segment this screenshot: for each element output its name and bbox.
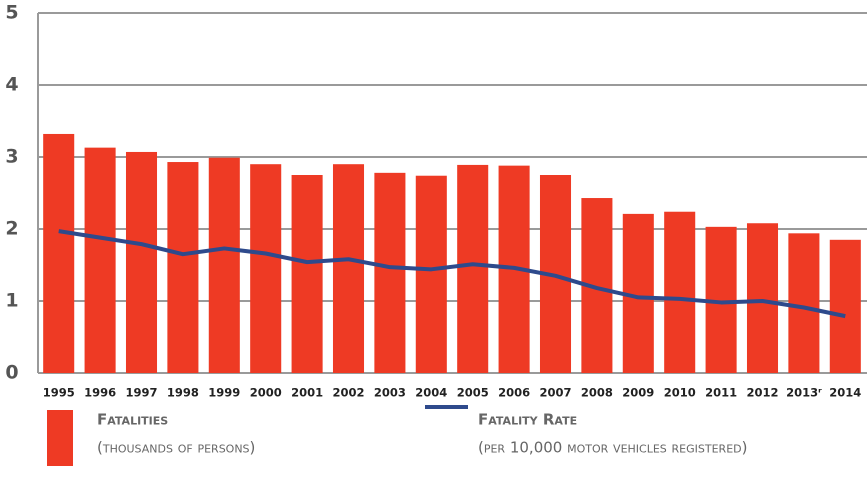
bar bbox=[829, 239, 861, 373]
x-tick-label: 2014 bbox=[829, 386, 861, 400]
y-tick-label: 0 bbox=[5, 362, 18, 384]
y-tick-label: 2 bbox=[5, 218, 18, 240]
x-tick-label: 2006 bbox=[498, 386, 530, 400]
bar bbox=[457, 164, 489, 373]
bar bbox=[746, 223, 779, 373]
bar bbox=[291, 175, 323, 373]
legend-subtitle: (thousands of persons) bbox=[97, 439, 255, 457]
x-tick-label: 2011 bbox=[705, 386, 737, 400]
legend-subtitle: (per 10,000 motor vehicles registered) bbox=[478, 439, 747, 457]
x-tick-label: 2009 bbox=[622, 386, 654, 400]
bar bbox=[415, 175, 447, 373]
x-tick-label: 2002 bbox=[332, 386, 364, 400]
bar bbox=[125, 151, 158, 373]
x-tick-label: 2003 bbox=[374, 386, 406, 400]
bar bbox=[374, 172, 406, 373]
x-tick-label: 2008 bbox=[581, 386, 613, 400]
x-tick-label: 1997 bbox=[125, 386, 157, 400]
bar bbox=[208, 157, 240, 373]
y-tick-label: 4 bbox=[5, 74, 18, 96]
bar bbox=[250, 164, 282, 373]
x-tick-label: 2004 bbox=[415, 386, 447, 400]
line bbox=[58, 229, 846, 319]
bar bbox=[84, 147, 116, 373]
x-tick-label: 2005 bbox=[457, 386, 489, 400]
x-tick-label: 1995 bbox=[43, 386, 75, 400]
y-tick-label: 1 bbox=[5, 290, 18, 312]
x-tick-label: 2012 bbox=[746, 386, 778, 400]
x-tick-label: 1996 bbox=[84, 386, 116, 400]
x-tick-label: 1999 bbox=[208, 386, 240, 400]
legend-swatch bbox=[47, 410, 73, 466]
legend-label: Fatality Rate bbox=[478, 411, 577, 429]
x-tick-label: 2013ʳ bbox=[786, 386, 822, 400]
x-tick-label: 2001 bbox=[291, 386, 323, 400]
bar bbox=[167, 162, 199, 373]
legend-label: Fatalities bbox=[97, 411, 168, 429]
y-tick-label: 5 bbox=[5, 2, 18, 24]
bar bbox=[43, 133, 75, 373]
y-tick-label: 3 bbox=[5, 146, 18, 168]
bar bbox=[664, 211, 696, 373]
bar bbox=[332, 164, 365, 373]
x-tick-label: 2000 bbox=[250, 386, 282, 400]
x-tick-label: 2007 bbox=[539, 386, 571, 400]
x-tick-label: 1998 bbox=[167, 386, 199, 400]
bar bbox=[788, 233, 820, 373]
x-tick-label: 2010 bbox=[664, 386, 696, 400]
